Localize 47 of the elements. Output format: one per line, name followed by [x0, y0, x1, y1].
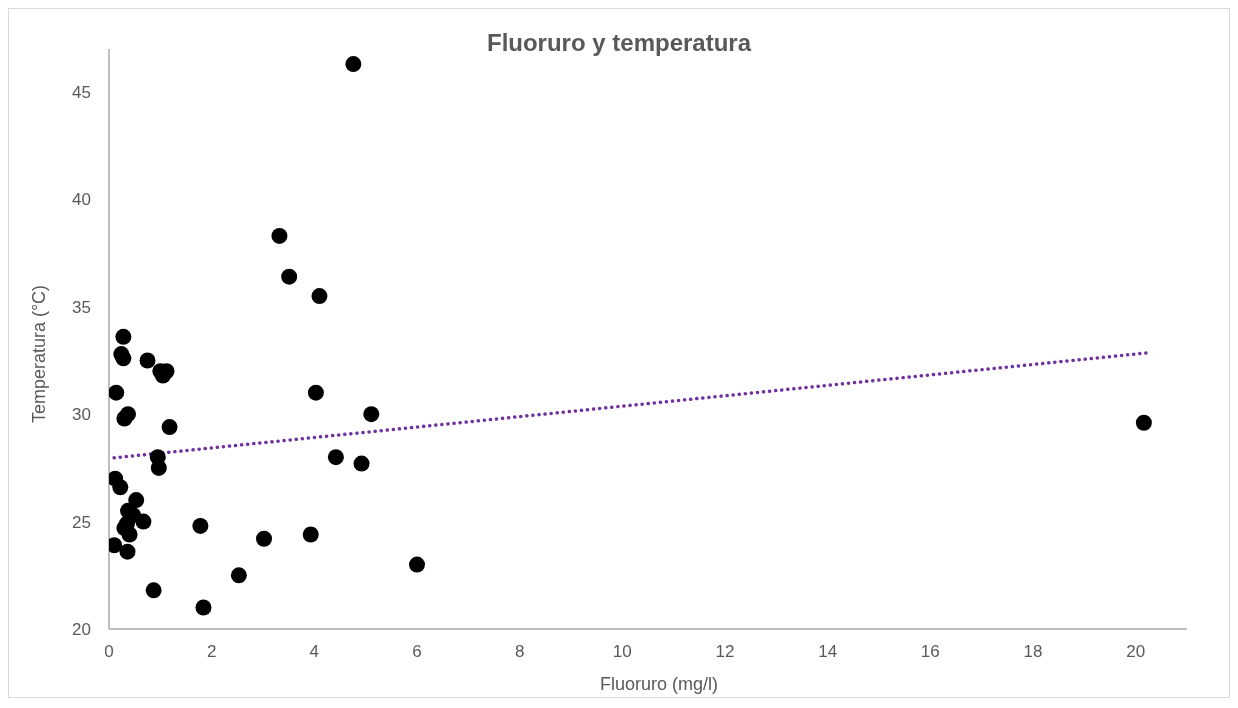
point	[230, 567, 247, 584]
y-tick-label: 20	[72, 620, 91, 640]
y-tick-label: 30	[72, 405, 91, 425]
point	[353, 455, 370, 472]
point	[307, 384, 324, 401]
point	[1135, 414, 1152, 431]
point	[363, 406, 380, 423]
point	[121, 526, 138, 543]
point	[409, 556, 425, 573]
x-tick-label: 16	[920, 642, 940, 662]
y-tick-label: 35	[72, 297, 91, 317]
x-tick-label: 4	[309, 642, 320, 662]
point	[302, 526, 319, 543]
x-tick-label: 12	[715, 642, 735, 662]
x-axis-title: Fluoruro (mg/l)	[599, 674, 719, 695]
point	[115, 328, 132, 345]
point	[119, 543, 136, 560]
point	[281, 268, 298, 285]
y-tick-label: 25	[72, 512, 91, 532]
x-tick-label: 0	[104, 642, 114, 662]
y-tick-label: 45	[72, 83, 91, 102]
x-tick-label: 2	[206, 642, 217, 662]
x-tick-label: 18	[1023, 642, 1043, 662]
point	[139, 352, 156, 369]
point	[256, 530, 273, 547]
point	[345, 56, 362, 73]
point	[192, 517, 209, 534]
y-axis-title: Temperatura (°C)	[28, 284, 50, 424]
point	[145, 582, 162, 599]
x-tick-label: 10	[612, 642, 632, 662]
point	[161, 419, 178, 436]
x-tick-label: 20	[1126, 642, 1146, 662]
x-tick-label: 8	[514, 642, 525, 662]
point	[311, 288, 328, 305]
point	[112, 479, 129, 496]
point	[109, 384, 125, 401]
point	[116, 410, 133, 427]
point	[135, 513, 152, 530]
chart-title: Fluoruro y temperatura	[485, 29, 753, 57]
point	[115, 350, 132, 367]
x-tick-label: 14	[818, 642, 838, 662]
point	[271, 227, 288, 244]
point	[327, 449, 344, 466]
y-tick-label: 40	[72, 190, 91, 210]
x-tick-label: 6	[412, 642, 422, 662]
point	[128, 492, 145, 509]
point	[195, 599, 212, 616]
